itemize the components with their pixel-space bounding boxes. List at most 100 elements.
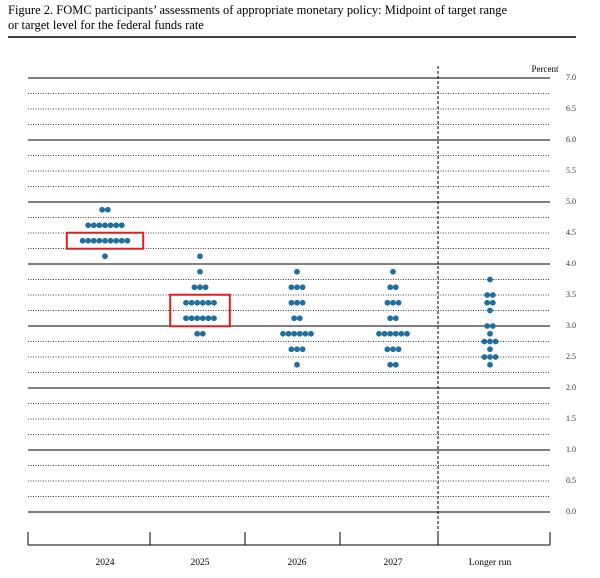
dot — [299, 299, 306, 306]
dot — [384, 346, 391, 353]
dot — [197, 284, 203, 291]
dot — [487, 354, 493, 360]
dot — [102, 253, 108, 260]
dot — [489, 299, 496, 306]
dot — [296, 315, 303, 322]
dot — [484, 292, 491, 298]
dot — [390, 268, 396, 275]
dot — [90, 237, 97, 244]
dot — [188, 315, 195, 322]
dot — [205, 299, 212, 306]
dot — [194, 315, 201, 322]
dot — [199, 299, 206, 306]
dot — [191, 284, 198, 291]
dot — [118, 237, 125, 244]
dot — [118, 222, 125, 229]
dot — [487, 330, 493, 337]
y-tick-label: 6.5 — [566, 104, 576, 113]
median-highlight — [169, 293, 231, 328]
y-tick-label: 3.0 — [566, 321, 576, 330]
dot — [387, 284, 394, 291]
median-highlight — [65, 231, 145, 250]
dot — [202, 284, 209, 291]
dot — [291, 315, 298, 322]
dot — [487, 276, 493, 283]
dot — [294, 284, 300, 291]
dot — [288, 346, 295, 353]
dot — [199, 330, 206, 337]
dot — [194, 299, 201, 306]
dot — [376, 330, 382, 337]
dot — [85, 237, 92, 244]
dot — [194, 330, 201, 337]
chart-title: Figure 2. FOMC participants’ assessments… — [8, 3, 508, 17]
dot — [390, 346, 396, 353]
dot — [107, 222, 114, 229]
dot — [96, 222, 103, 229]
y-tick-label: 7.0 — [566, 73, 576, 82]
dot — [384, 299, 391, 306]
dot — [487, 307, 493, 314]
dot — [124, 237, 131, 244]
y-tick-label: 2.0 — [566, 383, 576, 392]
dot — [280, 330, 286, 337]
dot — [481, 338, 488, 345]
y-tick-label: 0.0 — [566, 507, 576, 516]
dot — [487, 338, 493, 345]
dot — [489, 323, 496, 329]
dot — [205, 315, 212, 322]
dot — [188, 299, 195, 306]
y-tick-label: 6.0 — [566, 135, 576, 144]
dot — [398, 330, 405, 337]
chart-subtitle: or target level for the federal funds ra… — [8, 18, 204, 32]
dot — [113, 222, 120, 229]
dot — [392, 361, 399, 368]
dot — [197, 253, 203, 260]
y-tick-label: 5.5 — [566, 166, 576, 175]
dot — [288, 299, 295, 306]
dot — [104, 206, 111, 213]
dot — [96, 237, 103, 244]
dot — [404, 330, 410, 337]
dot — [308, 330, 314, 337]
y-tick-label: 4.0 — [566, 259, 576, 268]
dot — [102, 237, 108, 244]
dot — [484, 299, 491, 306]
y-tick-label: 5.0 — [566, 197, 576, 206]
dot — [294, 299, 300, 306]
dot — [487, 361, 493, 368]
dot — [183, 299, 189, 306]
dot — [107, 237, 114, 244]
dot — [484, 323, 491, 329]
dot — [291, 330, 298, 337]
dot — [387, 315, 394, 322]
y-tick-label: 1.5 — [566, 414, 576, 423]
dot — [294, 346, 300, 353]
dot — [392, 315, 399, 322]
dot — [395, 299, 402, 306]
dot — [392, 284, 399, 291]
y-tick-label: 0.5 — [566, 476, 576, 485]
y-tick-label: 3.5 — [566, 290, 576, 299]
dot — [99, 206, 106, 213]
y-tick-label: 4.5 — [566, 228, 576, 237]
dot — [285, 330, 292, 337]
dot — [113, 237, 120, 244]
dot — [211, 315, 217, 322]
dot — [302, 330, 309, 337]
dot — [79, 237, 86, 244]
dot — [392, 330, 399, 337]
dot — [381, 330, 388, 337]
x-tick-label: 2026 — [288, 558, 307, 568]
dot — [387, 330, 394, 337]
x-tick-label: 2025 — [191, 558, 210, 568]
dot — [197, 268, 203, 275]
y-tick-label: 2.5 — [566, 352, 576, 361]
dot — [481, 354, 488, 360]
dot — [90, 222, 97, 229]
dot — [199, 315, 206, 322]
dot — [183, 315, 189, 322]
dot — [85, 222, 92, 229]
x-tick-label: 2027 — [384, 558, 403, 568]
